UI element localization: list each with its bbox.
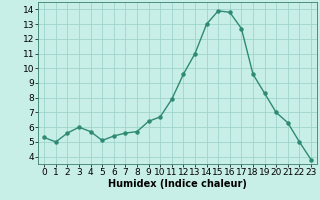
X-axis label: Humidex (Indice chaleur): Humidex (Indice chaleur)	[108, 179, 247, 189]
